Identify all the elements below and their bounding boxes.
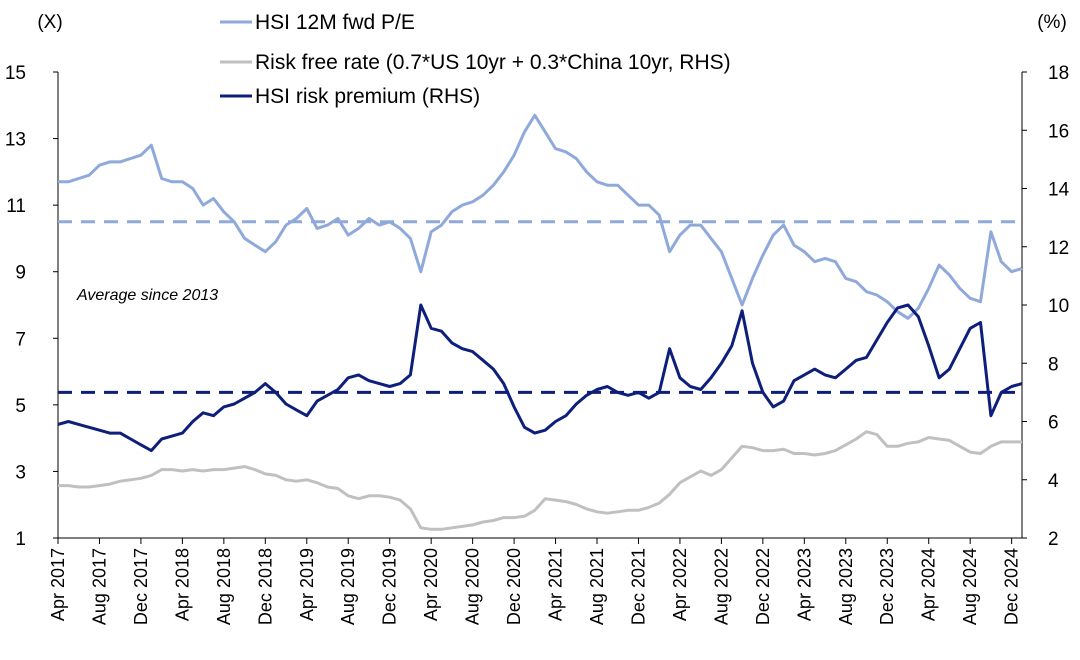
average-annotation: Average since 2013 — [76, 287, 218, 304]
legend: HSI 12M fwd P/E Risk free rate (0.7*US 1… — [220, 11, 731, 108]
right-tick-label: 16 — [1048, 121, 1069, 142]
right-tick-label: 12 — [1048, 238, 1069, 259]
left-tick-label: 11 — [6, 196, 26, 217]
right-tick-label: 10 — [1048, 296, 1069, 317]
x-tick-label: Dec 2024 — [1002, 548, 1022, 625]
x-tick-label: Aug 2022 — [711, 548, 731, 625]
x-tick-label: Aug 2023 — [836, 548, 856, 625]
x-tick-label: Dec 2020 — [504, 548, 524, 625]
left-tick-label: 9 — [15, 263, 26, 284]
risk-premium-line — [57, 303, 1023, 453]
average-lines — [58, 220, 1022, 394]
x-tick-label: Dec 2019 — [380, 548, 400, 625]
x-tick-label: Apr 2021 — [546, 548, 566, 621]
x-tick-label: Dec 2021 — [628, 548, 648, 625]
left-tick-label: 7 — [15, 329, 26, 350]
legend-label-rp: HSI risk premium (RHS) — [255, 85, 480, 108]
series-lines — [57, 113, 1023, 531]
right-tick-label: 14 — [1048, 180, 1070, 201]
x-tick-label: Dec 2023 — [877, 548, 897, 625]
x-tick-label: Apr 2023 — [794, 548, 814, 621]
legend-label-rf: Risk free rate (0.7*US 10yr + 0.3*China … — [255, 51, 731, 74]
left-tick-label: 5 — [15, 396, 26, 417]
x-tick-label: Dec 2017 — [131, 548, 151, 625]
x-tick-label: Aug 2021 — [587, 548, 607, 625]
right-tick-label: 6 — [1048, 413, 1059, 434]
right-tick-label: 2 — [1048, 529, 1059, 550]
left-axis-unit: (X) — [37, 12, 62, 33]
right-tick-label: 18 — [1048, 63, 1069, 84]
x-tick-label: Aug 2024 — [960, 548, 980, 625]
x-tick-label: Dec 2018 — [255, 548, 275, 625]
left-tick-label: 1 — [15, 529, 26, 550]
x-tick-label: Aug 2019 — [338, 548, 358, 625]
x-tick-label: Apr 2024 — [919, 548, 939, 621]
x-tick-label: Apr 2018 — [172, 548, 192, 621]
right-axis-unit: (%) — [1037, 12, 1067, 33]
x-tick-label: Dec 2022 — [753, 548, 773, 625]
x-tick-label: Aug 2018 — [214, 548, 234, 625]
right-tick-label: 4 — [1048, 471, 1059, 492]
left-tick-label: 3 — [15, 462, 26, 483]
x-tick-label: Apr 2022 — [670, 548, 690, 621]
x-tick-label: Aug 2020 — [463, 548, 483, 625]
left-tick-label: 15 — [5, 63, 26, 84]
risk-free-rate-line — [58, 430, 1022, 531]
right-tick-label: 8 — [1048, 354, 1059, 375]
x-tick-label: Apr 2017 — [48, 548, 68, 621]
left-tick-label: 13 — [5, 130, 26, 151]
legend-label-pe: HSI 12M fwd P/E — [255, 11, 415, 34]
x-tick-label: Apr 2020 — [421, 548, 441, 621]
x-tick-label: Apr 2019 — [297, 548, 317, 621]
x-tick-label: Aug 2017 — [89, 548, 109, 625]
pe-line — [58, 113, 1023, 320]
